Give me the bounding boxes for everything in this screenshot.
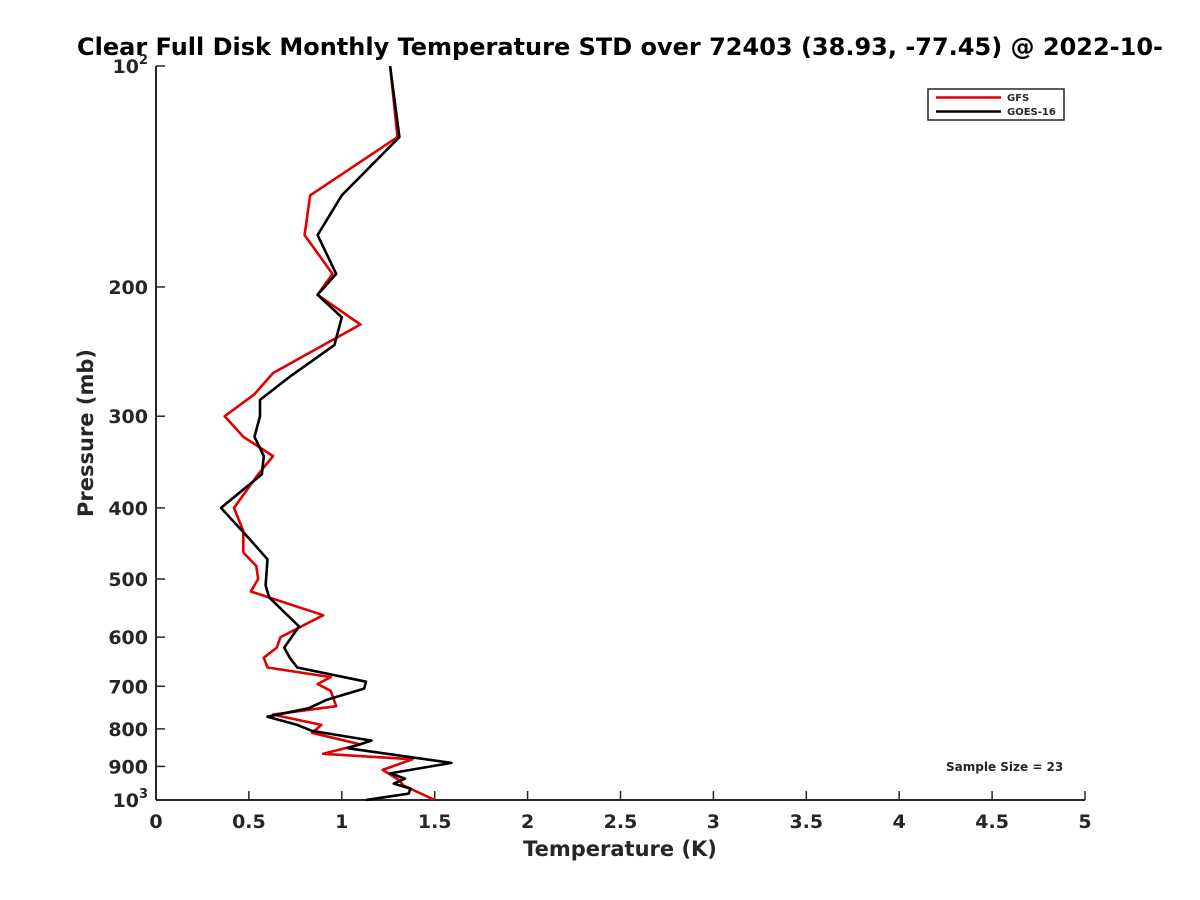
y-tick-label: 800 <box>108 719 148 741</box>
y-tick-label: 103 <box>113 787 149 812</box>
y-tick-label: 102 <box>113 53 149 78</box>
legend-box <box>927 88 1065 121</box>
sample-size-annotation: Sample Size = 23 <box>946 760 1063 774</box>
y-tick-label: 900 <box>108 756 148 778</box>
y-tick-label: 500 <box>108 569 148 591</box>
x-tick-label: 4 <box>893 811 906 833</box>
x-axis-label: Temperature (K) <box>523 837 717 861</box>
x-tick-label: 1.5 <box>418 811 452 833</box>
y-tick-label: 300 <box>108 406 148 428</box>
y-tick-label: 700 <box>108 676 148 698</box>
legend: GFS GOES-16 <box>927 88 1065 121</box>
axes: 0 0.5 1 1.5 2 2.5 3 3.5 4 4.5 5 102 200 300 400 500 600 7… <box>108 53 1091 833</box>
plot-series <box>219 65 453 802</box>
y-tick-label: 400 <box>108 498 148 520</box>
x-tick-label: 3.5 <box>789 811 823 833</box>
chart-title: Clear Full Disk Monthly Temperature STD … <box>77 33 1163 61</box>
y-tick-label: 600 <box>108 627 148 649</box>
x-tick-label: 0.5 <box>232 811 266 833</box>
x-tick-label: 5 <box>1078 811 1091 833</box>
x-tick-label: 0 <box>149 811 162 833</box>
legend-label-goes16: GOES-16 <box>1007 107 1056 118</box>
y-axis-label: Pressure (mb) <box>74 349 98 517</box>
series-line-goes-16 <box>219 65 453 802</box>
x-tick-label: 3 <box>707 811 720 833</box>
x-tick-label: 2 <box>521 811 534 833</box>
legend-label-gfs: GFS <box>1007 93 1029 104</box>
y-tick-label: 200 <box>108 277 148 299</box>
x-tick-label: 4.5 <box>975 811 1009 833</box>
series-line-gfs <box>223 65 436 802</box>
x-tick-label: 1 <box>335 811 348 833</box>
x-tick-label: 2.5 <box>604 811 638 833</box>
